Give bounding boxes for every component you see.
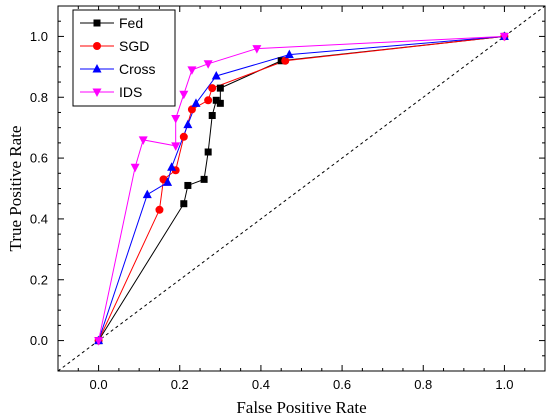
data-point-ids bbox=[94, 337, 104, 346]
data-point-cross bbox=[211, 70, 221, 80]
data-point-fed bbox=[180, 200, 188, 208]
y-tick-label: 1.0 bbox=[30, 29, 48, 44]
x-tick-label: 0.0 bbox=[90, 377, 108, 392]
data-point-ids bbox=[187, 66, 197, 75]
series-line-ids bbox=[98, 35, 505, 341]
data-point-sgd bbox=[281, 56, 290, 65]
data-point-fed bbox=[212, 96, 220, 104]
y-tick-label: 0.6 bbox=[30, 151, 48, 166]
data-point-ids bbox=[138, 136, 148, 145]
data-point-ids bbox=[171, 142, 181, 151]
legend-marker-sgd bbox=[93, 42, 101, 50]
data-point-ids bbox=[499, 32, 509, 42]
data-point-ids bbox=[171, 115, 181, 124]
legend-marker-cross bbox=[92, 64, 102, 73]
legend-marker-ids bbox=[92, 88, 102, 97]
data-point-fed bbox=[208, 112, 216, 119]
legend-label-fed: Fed bbox=[119, 15, 143, 31]
x-axis-title: False Positive Rate bbox=[236, 398, 366, 417]
data-point-cross bbox=[167, 162, 177, 171]
data-point-fed bbox=[216, 84, 224, 92]
tick-labels: 0.0 0.2 0.4 0.6 0.8 1.0 0.0 0.2 0.4 0.6 0.8 1.0 bbox=[30, 29, 514, 392]
data-point-fed bbox=[277, 57, 285, 65]
x-tick-label: 1.0 bbox=[495, 377, 513, 392]
x-tick-label: 0.8 bbox=[414, 377, 432, 392]
data-point-cross bbox=[142, 189, 152, 199]
data-point-fed bbox=[200, 175, 208, 183]
data-point-cross bbox=[163, 177, 173, 186]
data-point-sgd bbox=[204, 96, 213, 105]
y-axis-title: True Positive Rate bbox=[6, 126, 25, 252]
legend-box bbox=[72, 9, 176, 107]
y-tick-label: 0.4 bbox=[30, 211, 48, 226]
data-point-fed bbox=[204, 148, 212, 156]
y-tick-label: 0.2 bbox=[30, 272, 48, 287]
x-tick-label: 0.2 bbox=[171, 377, 189, 392]
legend-label-ids: IDS bbox=[119, 84, 142, 100]
legend-label-sgd: SGD bbox=[119, 38, 149, 54]
legend-items: Fed SGD Cross IDS bbox=[80, 15, 156, 100]
data-point-sgd bbox=[208, 84, 217, 93]
data-point-ids bbox=[252, 45, 262, 54]
legend-label-cross: Cross bbox=[119, 61, 156, 77]
x-tick-label: 0.6 bbox=[333, 377, 351, 392]
y-tick-label: 0.0 bbox=[30, 333, 48, 348]
data-point-fed bbox=[184, 181, 192, 189]
data-point-cross bbox=[191, 98, 201, 107]
legend: Fed SGD Cross IDS bbox=[72, 9, 176, 107]
y-tick-label: 0.8 bbox=[30, 90, 48, 105]
data-point-ids bbox=[179, 90, 189, 100]
data-point-cross bbox=[183, 119, 193, 129]
data-point-sgd bbox=[155, 205, 164, 214]
data-point-ids bbox=[203, 60, 213, 69]
data-point-sgd bbox=[179, 132, 188, 141]
data-point-ids bbox=[130, 163, 140, 173]
series-markers bbox=[94, 31, 509, 346]
legend-marker-fed bbox=[93, 19, 101, 27]
data-point-fed bbox=[216, 99, 224, 107]
x-tick-label: 0.4 bbox=[252, 377, 270, 392]
data-point-cross bbox=[284, 49, 294, 59]
data-point-sgd bbox=[187, 105, 196, 114]
